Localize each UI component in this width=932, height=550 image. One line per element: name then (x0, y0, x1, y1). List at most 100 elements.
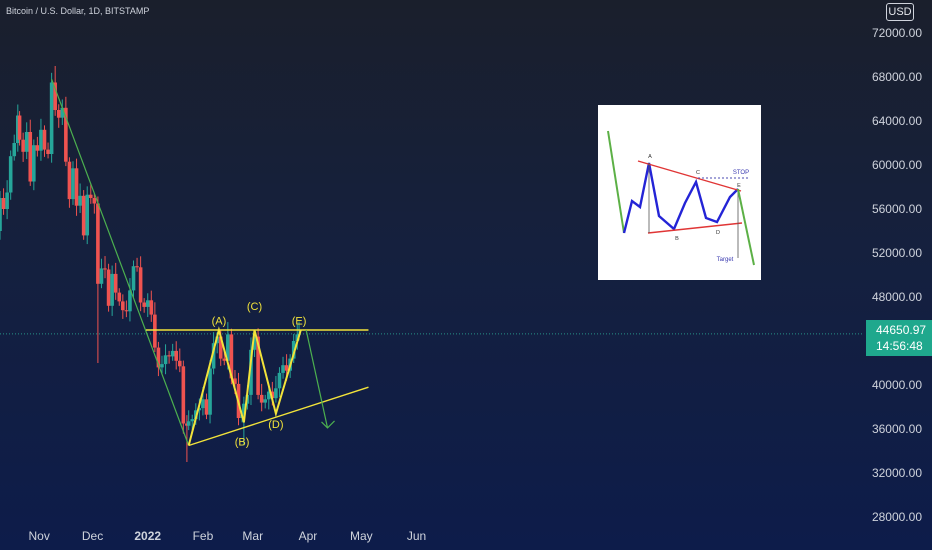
candle-body (167, 355, 171, 357)
wave-label: (B) (235, 437, 250, 449)
wave-label: (C) (247, 301, 262, 313)
inset-breakout (737, 188, 755, 266)
candle-body (201, 399, 205, 409)
candle-body (0, 198, 2, 231)
candle-body (131, 266, 136, 291)
candle-body (266, 391, 271, 400)
candle-body (21, 139, 25, 152)
inset-lower-line (647, 222, 743, 234)
candle-body (291, 341, 296, 359)
candle-body (110, 273, 114, 306)
candle-body (163, 355, 168, 365)
candle-body (24, 132, 29, 152)
candle-body (32, 145, 36, 182)
candle-body (233, 378, 237, 384)
candle-body (35, 145, 40, 151)
candle-body (281, 365, 285, 373)
candle-body (252, 336, 257, 350)
candle-body (92, 198, 97, 204)
candle-body (218, 336, 223, 359)
inset-label: A (648, 154, 652, 160)
y-tick-label: 48000.00 (872, 290, 922, 304)
bar-countdown: 14:56:48 (876, 339, 923, 353)
candle-body (277, 372, 282, 389)
y-tick-label: 68000.00 (872, 70, 922, 84)
currency-button[interactable]: USD (886, 3, 914, 21)
inset-label: D (716, 230, 720, 236)
candle-body (226, 334, 230, 361)
candle-body (5, 192, 9, 209)
last-price-value: 44650.97 (876, 323, 927, 337)
y-tick-label: 28000.00 (872, 510, 922, 524)
candles (0, 66, 301, 462)
candle-body (270, 391, 275, 399)
wave-label: (D) (268, 419, 283, 431)
candle-body (142, 302, 146, 307)
candle-body (39, 129, 43, 151)
candle-body (103, 268, 107, 270)
x-tick-label: Jun (407, 529, 426, 543)
candle-body (113, 273, 118, 293)
candle-body (56, 110, 61, 118)
candle-body (88, 194, 93, 198)
x-tick-label: Dec (82, 529, 103, 543)
candle-body (121, 301, 125, 311)
candle-body (204, 399, 209, 415)
candle-body (64, 107, 68, 162)
inset-diagram: A B C D E STOP Target (607, 130, 755, 266)
y-tick-label: 36000.00 (872, 422, 922, 436)
candle-body (229, 334, 234, 379)
candle-body (117, 292, 122, 302)
candle-body (42, 129, 47, 150)
candle-body (67, 161, 72, 200)
candle-body (156, 347, 161, 368)
candle-body (177, 360, 182, 367)
wave-label: (E) (292, 316, 307, 328)
candle-body (211, 343, 216, 369)
candle-body (81, 195, 86, 236)
downtrend-line (51, 78, 190, 446)
wave-label: (A) (212, 316, 227, 328)
inset-wave (622, 162, 739, 234)
candle-body (186, 421, 191, 426)
wave-zigzag (187, 326, 302, 446)
candle-body (263, 399, 268, 403)
x-tick-label: Nov (28, 529, 49, 543)
candle-body (181, 366, 186, 424)
candle-body (222, 358, 227, 361)
inset-label: B (675, 236, 679, 242)
candle-body (124, 310, 129, 312)
inset-label: C (696, 170, 700, 176)
candle-body (128, 290, 132, 312)
x-tick-label: Apr (299, 529, 318, 543)
projection-arrow-head (321, 420, 335, 429)
candle-body (135, 266, 139, 268)
candle-body (174, 350, 179, 361)
candle-body (8, 156, 13, 193)
x-tick-label: Feb (193, 529, 214, 543)
candle-body (12, 143, 17, 157)
candle-body (99, 268, 104, 284)
candle-body (138, 267, 143, 303)
symbol-title: Bitcoin / U.S. Dollar, 1D, BITSTAMP (6, 6, 150, 16)
candle-body (284, 365, 289, 371)
candle-body (74, 168, 79, 206)
candle-body (170, 350, 175, 357)
candle-body (256, 336, 260, 395)
candle-body (106, 269, 111, 306)
projection-arrow-shaft (305, 329, 329, 429)
candle-body (153, 314, 157, 348)
candle-body (78, 195, 82, 206)
y-tick-label: 60000.00 (872, 158, 922, 172)
y-tick-label: 40000.00 (872, 378, 922, 392)
triangle-pattern-inset: A B C D E STOP Target (598, 105, 761, 280)
candle-body (197, 408, 202, 411)
candle-body (60, 107, 65, 118)
inset-label: STOP (733, 170, 749, 176)
candle-body (96, 203, 100, 284)
candle-body (71, 168, 75, 200)
inset-upper-line (637, 160, 742, 192)
y-tick-label: 72000.00 (872, 26, 922, 40)
